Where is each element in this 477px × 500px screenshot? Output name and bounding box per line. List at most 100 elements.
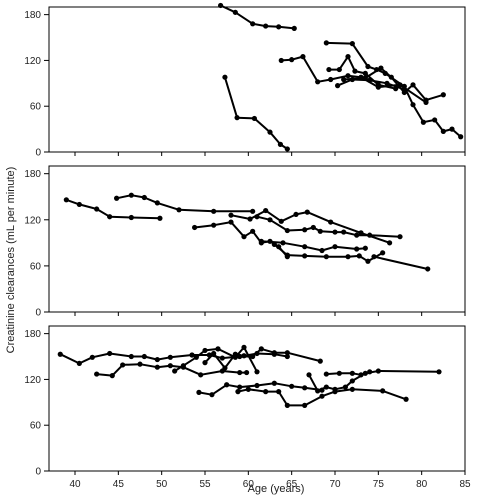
y-tick-label: 60 — [30, 421, 42, 432]
data-point — [323, 371, 329, 377]
data-point — [401, 89, 407, 96]
series-1-2 — [222, 74, 290, 152]
data-point — [410, 102, 416, 108]
data-point — [358, 372, 364, 378]
data-point — [317, 358, 323, 364]
data-point — [332, 386, 338, 392]
data-point — [180, 363, 186, 369]
data-point — [237, 369, 243, 376]
data-point — [219, 355, 225, 361]
data-point — [302, 253, 308, 259]
data-point — [254, 350, 260, 357]
data-point — [328, 76, 334, 83]
data-point — [76, 360, 82, 366]
x-tick-label: 75 — [373, 479, 385, 490]
series-3-2 — [94, 361, 250, 379]
x-tick-label: 70 — [329, 479, 341, 490]
data-point — [328, 219, 334, 225]
data-point — [198, 372, 204, 378]
data-point — [63, 197, 69, 203]
y-tick-label: 60 — [30, 261, 42, 272]
y-tick-label: 0 — [35, 308, 41, 319]
series-line — [194, 221, 289, 258]
data-point — [349, 41, 355, 47]
x-tick-label: 45 — [113, 479, 125, 490]
data-point — [425, 266, 431, 272]
data-point — [211, 208, 217, 214]
y-tick-label: 180 — [24, 169, 41, 180]
x-tick-label: 80 — [416, 479, 428, 490]
data-point — [319, 247, 325, 254]
data-point — [349, 370, 355, 376]
x-tick-label: 85 — [459, 479, 471, 490]
data-point — [302, 244, 308, 250]
data-point — [244, 369, 250, 376]
data-point — [367, 232, 373, 238]
data-point — [278, 218, 284, 224]
data-point — [367, 369, 373, 375]
series-line — [204, 352, 288, 369]
data-point — [258, 238, 264, 244]
data-point — [157, 215, 163, 221]
series-line — [281, 55, 427, 104]
panel-3: 0 60 120 180 — [24, 325, 466, 478]
data-point — [410, 82, 416, 88]
data-point — [362, 245, 368, 251]
data-point — [423, 97, 429, 103]
data-point — [304, 209, 310, 215]
data-point — [362, 70, 368, 76]
series-1-1 — [218, 2, 297, 31]
panel-frame — [48, 6, 466, 153]
data-point — [293, 211, 299, 218]
y-tick-label: 60 — [30, 102, 42, 113]
data-point — [189, 352, 195, 358]
data-point — [375, 82, 381, 88]
data-point — [209, 392, 215, 398]
data-point — [315, 388, 321, 394]
data-point — [250, 21, 256, 27]
data-point — [306, 372, 312, 378]
data-point — [336, 66, 342, 73]
data-point — [371, 254, 377, 260]
data-point — [440, 92, 446, 98]
data-point — [349, 378, 355, 384]
data-point — [280, 240, 286, 246]
data-point — [222, 74, 228, 80]
data-point — [128, 214, 134, 221]
data-point — [365, 258, 371, 264]
data-point — [224, 382, 230, 388]
data-point — [345, 73, 351, 79]
data-point — [345, 254, 351, 260]
series-line — [116, 194, 253, 213]
x-tick-label: 65 — [286, 479, 298, 490]
data-point — [440, 128, 446, 134]
series-1-5 — [326, 54, 399, 92]
series-2-7 — [271, 241, 386, 264]
series-line — [343, 67, 444, 102]
data-point — [310, 224, 316, 231]
data-point — [196, 389, 202, 395]
data-point — [109, 373, 115, 379]
data-point — [291, 25, 297, 31]
series-2-3 — [192, 219, 290, 260]
data-point — [284, 402, 290, 408]
series-2-2 — [114, 192, 256, 214]
data-point — [234, 115, 240, 121]
series-3-3 — [172, 344, 260, 375]
data-point — [202, 347, 208, 354]
data-point — [141, 194, 147, 201]
data-point — [380, 388, 386, 394]
data-point — [258, 346, 264, 352]
x-tick-label: 55 — [199, 479, 211, 490]
data-point — [302, 402, 308, 408]
data-point — [120, 362, 126, 368]
panel-2: 0 60 120 180 — [24, 165, 466, 319]
data-point — [247, 216, 253, 222]
series-2-6 — [258, 238, 368, 254]
data-point — [378, 65, 384, 71]
data-point — [356, 253, 362, 259]
data-point — [352, 68, 358, 74]
data-point — [349, 386, 355, 392]
x-tick-label: 50 — [156, 479, 168, 490]
data-point — [397, 234, 403, 240]
